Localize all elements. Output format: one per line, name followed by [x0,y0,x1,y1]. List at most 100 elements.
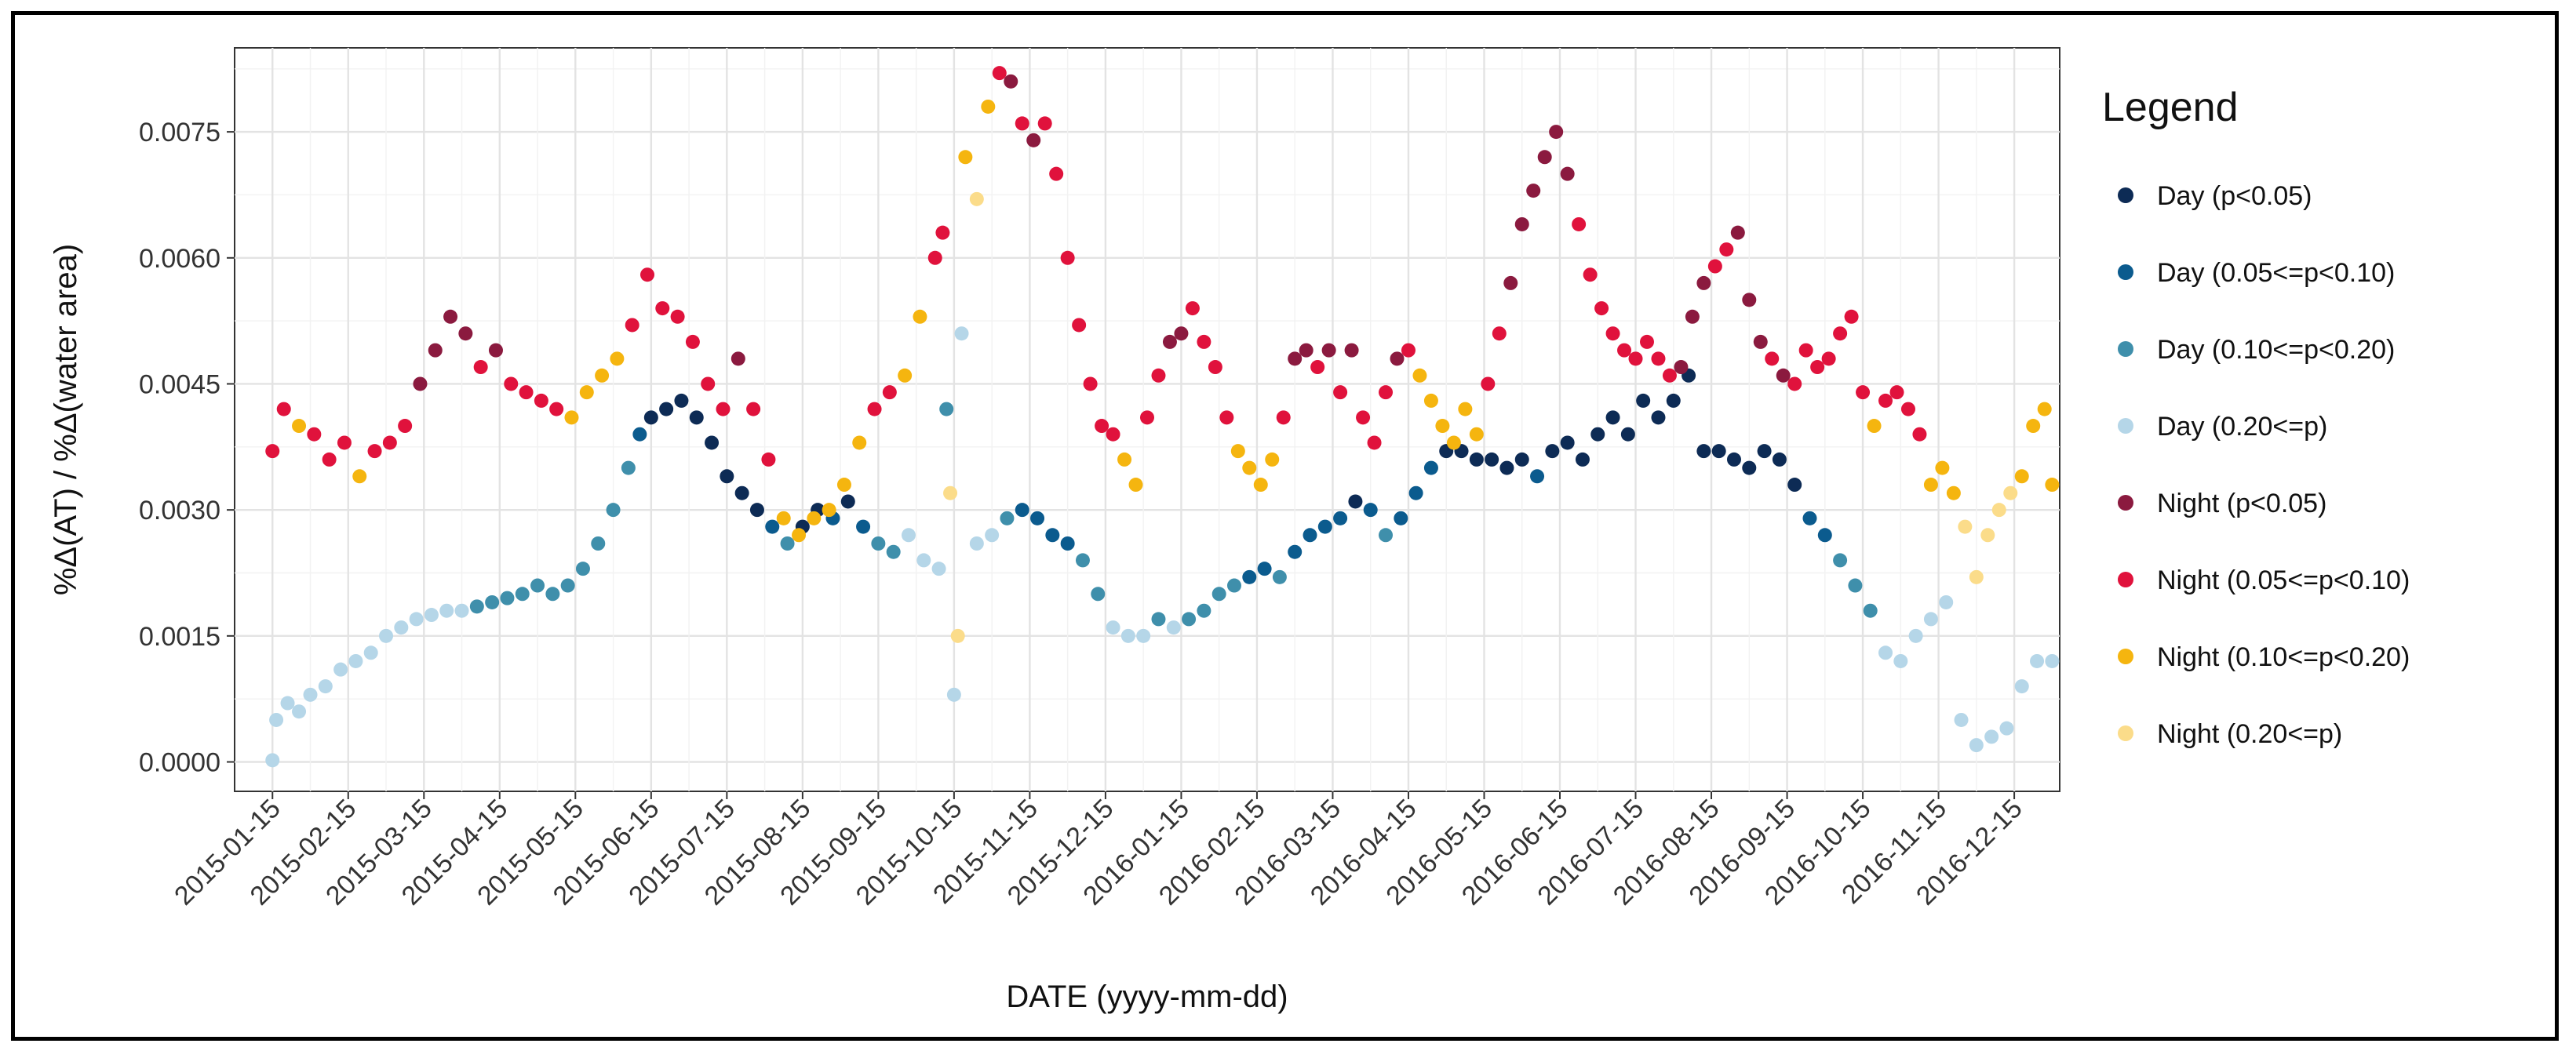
data-point [1935,460,1950,475]
data-point [734,485,749,500]
data-point [333,662,348,677]
data-point [1674,360,1689,375]
data-point [322,452,337,467]
data-point [632,427,647,442]
data-point [1174,326,1189,341]
data-point [443,309,458,324]
data-point [560,578,575,593]
data-point [488,343,503,358]
data-point [1128,478,1143,493]
data-point [1211,587,1226,602]
data-point [1526,184,1541,198]
data-point [348,653,363,668]
data-point [1776,368,1791,383]
data-point [1923,612,1938,627]
data-point [1166,620,1181,635]
data-point [394,620,409,635]
data-point [1696,444,1711,459]
data-point [1333,511,1348,525]
data-point [424,608,439,623]
data-point [1707,259,1722,274]
data-point [689,410,704,425]
data-point [515,587,530,602]
legend-label: Night (p<0.05) [2157,489,2326,518]
data-point [534,393,548,408]
data-point [292,704,307,719]
y-tick-label: 0.0045 [139,369,220,399]
data-point [1696,275,1711,290]
data-point [606,503,621,518]
data-point [731,351,745,366]
legend-key [2118,264,2133,280]
legend-key [2118,341,2133,357]
data-point [640,267,655,282]
data-point [1617,343,1632,358]
data-point [1742,293,1757,307]
data-point [780,536,795,551]
data-point [1969,569,1984,584]
data-point [1730,225,1745,240]
data-point [1162,334,1177,349]
data-point [969,536,984,551]
data-point [1242,460,1257,475]
data-point [1802,511,1817,525]
data-point [1636,393,1651,408]
data-point [500,591,515,605]
data-point [1514,452,1529,467]
data-point [621,460,636,475]
data-point [1666,393,1681,408]
data-point [1197,334,1211,349]
data-point [1954,712,1969,727]
data-point [1848,578,1863,593]
data-point [886,544,901,559]
data-point [1772,452,1787,467]
data-point [856,519,871,534]
data-point [458,326,473,341]
data-point [1117,452,1132,467]
data-point [1485,452,1499,467]
data-point [946,687,961,702]
data-point [1753,334,1768,349]
data-point [867,402,882,416]
legend-label: Day (0.10<=p<0.20) [2157,335,2395,365]
data-point [836,478,851,493]
legend-key [2118,649,2133,664]
data-point [549,402,564,416]
data-point [519,385,534,400]
data-point [1726,452,1741,467]
data-point [1469,452,1484,467]
data-point [943,485,958,500]
legend-label: Day (p<0.05) [2157,181,2312,211]
legend-label: Day (0.05<=p<0.10) [2157,258,2395,288]
data-point [1867,419,1882,434]
data-point [469,599,484,614]
data-point [1356,410,1371,425]
data-point [1288,351,1303,366]
data-point [454,603,469,618]
data-point [1106,427,1120,442]
data-point [1878,393,1893,408]
series-night [265,66,2060,643]
data-point [1863,603,1878,618]
data-point [2014,469,2029,484]
data-point [958,150,973,165]
data-point [1492,326,1507,341]
data-point [379,628,394,643]
data-point [1817,528,1832,543]
y-tick-label: 0.0075 [139,118,220,147]
data-point [1075,553,1090,568]
data-point [428,343,443,358]
data-point [749,503,764,518]
data-point [1423,393,1438,408]
data-point [1639,334,1654,349]
data-point [1423,460,1438,475]
data-point [485,594,500,609]
data-point [1458,402,1473,416]
data-point [504,376,519,391]
legend-key [2118,495,2133,511]
data-point [1299,343,1314,358]
data-point [716,402,731,416]
data-point [882,385,897,400]
data-point [1833,326,1848,341]
data-point [382,435,397,450]
